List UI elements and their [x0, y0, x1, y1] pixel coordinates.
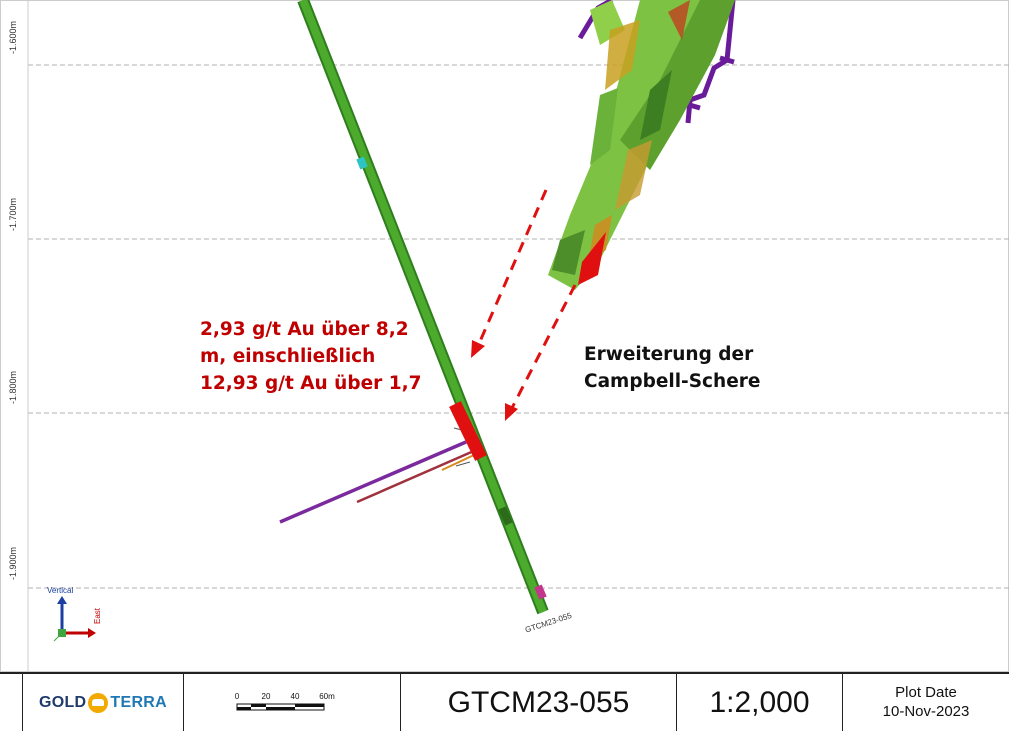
scale-tick-label: 40	[290, 692, 299, 701]
plot-frame	[0, 0, 1009, 672]
section-canvas	[0, 0, 1009, 672]
hole-id-cell: GTCM23-055	[401, 674, 677, 731]
shear-label-line: Campbell-Schere	[584, 371, 761, 392]
section-view: -1.600m -1.700m -1.800m -1.900m 2,93 g/t…	[0, 0, 1009, 672]
title-block: GOLD TERRA 0 20 40 60m GTCM23-055 1:2,00…	[0, 672, 1009, 733]
plot-date-value: 10-Nov-2023	[882, 702, 970, 720]
side-traces	[279, 427, 477, 524]
elevation-label-1600: -1.600m	[8, 20, 18, 54]
grade-callout-line: m, einschließlich	[200, 346, 376, 367]
grade-callout-line: 12,93 g/t Au über 1,7	[200, 373, 422, 394]
map-scale: 1:2,000	[709, 685, 810, 719]
shear-label-line: Erweiterung der	[584, 344, 754, 365]
plot-date-cell: Plot Date 10-Nov-2023	[843, 674, 1009, 731]
logo-mark-icon	[88, 692, 109, 713]
triad-vertical-label: Vertical	[47, 586, 74, 595]
scale-tick-label: 0	[234, 692, 239, 701]
scale-bar-graphic: 0 20 40 60m	[234, 692, 335, 710]
triad-east-label: East	[93, 607, 102, 624]
elevation-label-1800: -1.800m	[8, 370, 18, 404]
scale-tick-label: 60m	[319, 692, 335, 701]
grade-callout-line: 2,93 g/t Au über 8,2	[200, 319, 409, 340]
axis-triad: Vertical East	[40, 586, 120, 646]
scale-cell: 1:2,000	[677, 674, 843, 731]
elevation-label-1700: -1.700m	[8, 197, 18, 231]
plot-date-label: Plot Date	[895, 683, 957, 701]
logo-text-terra: TERRA	[110, 693, 168, 711]
hole-id-title: GTCM23-055	[447, 685, 630, 719]
pointer-arrows	[471, 189, 577, 421]
elevation-label-1900: -1.900m	[8, 546, 18, 580]
scale-bar: 0 20 40 60m	[183, 674, 401, 731]
scale-tick-label: 20	[261, 692, 270, 701]
company-logo: GOLD TERRA	[22, 674, 184, 731]
campbell-shear-zone	[548, 0, 735, 290]
axis-triad-graphic	[53, 596, 96, 642]
shear-extension-label: Erweiterung der Campbell-Schere	[584, 341, 760, 395]
drill-hole-trace	[297, 0, 549, 615]
logo-text-gold: GOLD	[38, 693, 87, 711]
grade-intercept-callout: 2,93 g/t Au über 8,2 m, einschließlich 1…	[200, 316, 421, 397]
